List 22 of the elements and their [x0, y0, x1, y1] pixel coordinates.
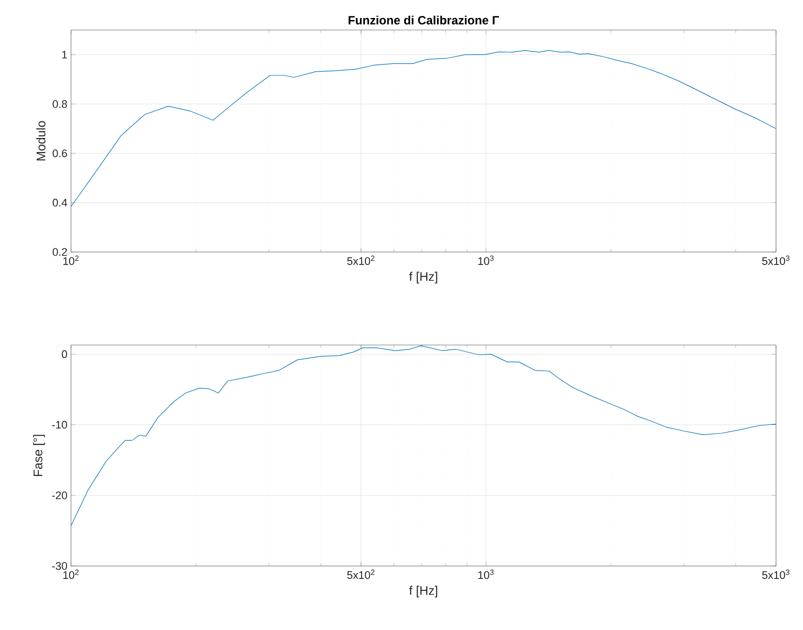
- y-tick-label: -20: [52, 492, 68, 500]
- y-tick-label: 0: [62, 350, 68, 358]
- y-tick-label: -10: [52, 420, 68, 429]
- x-tick-label: 5x10$^{2}$: [347, 570, 374, 579]
- x-tick-label: 10$^{3}$: [478, 570, 494, 579]
- y-tick-label: 0.8: [52, 100, 68, 108]
- x-tick-label: 10$^{2}$: [63, 256, 79, 265]
- x-axis-title: f [Hz]: [409, 272, 438, 284]
- x-axis-title: f [Hz]: [409, 586, 438, 598]
- chart-title: Funzione di Calibrazione Γ: [348, 16, 499, 24]
- y-axis-title: Modulo: [36, 121, 46, 160]
- x-tick-label: 10$^{2}$: [63, 570, 79, 579]
- x-tick-label: 5x10$^{3}$: [762, 256, 790, 265]
- x-tick-label: 10$^{3}$: [478, 256, 494, 265]
- y-tick-label: 0.4: [52, 198, 68, 207]
- x-tick-label: 5x10$^{2}$: [347, 256, 374, 265]
- y-tick-label: -30: [52, 562, 68, 570]
- y-axis-title: Fase [°]: [33, 434, 45, 476]
- x-tick-label: 5x10$^{3}$: [762, 570, 790, 579]
- y-tick-label: 1: [62, 50, 67, 58]
- y-tick-label: 0.2: [52, 248, 67, 256]
- y-tick-label: 0.6: [52, 149, 68, 158]
